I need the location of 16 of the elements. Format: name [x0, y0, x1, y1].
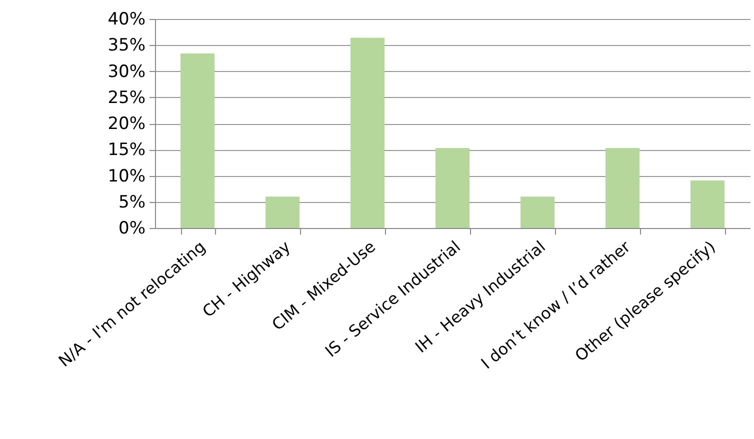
y-tick-label: 0%: [118, 218, 146, 238]
y-tick-label: 30%: [108, 62, 146, 82]
y-tick-label: 25%: [108, 88, 146, 108]
bar: [266, 196, 300, 228]
y-tick-label: 10%: [108, 166, 146, 186]
bar: [606, 148, 640, 228]
bar: [436, 148, 470, 228]
bar: [520, 196, 554, 228]
y-tick-label: 5%: [118, 192, 146, 212]
bar: [350, 38, 384, 228]
y-tick-label: 20%: [108, 114, 146, 134]
y-tick-label: 15%: [108, 140, 146, 160]
bar: [180, 53, 214, 228]
bar: [690, 180, 724, 228]
y-tick-label: 40%: [108, 10, 146, 30]
y-tick-label: 35%: [108, 36, 146, 56]
